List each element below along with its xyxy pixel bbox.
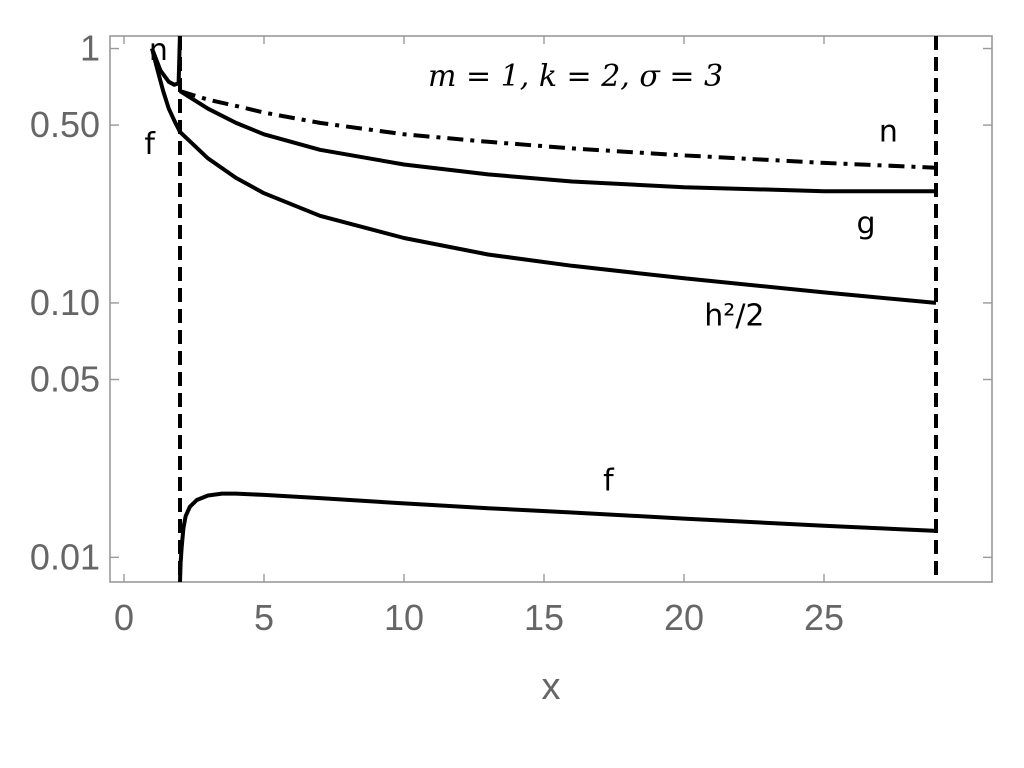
series-group: [150, 36, 937, 582]
x-tick-label: 15: [524, 597, 564, 638]
x-tick-label: 25: [804, 597, 844, 638]
x-axis-title: x: [542, 666, 561, 708]
series-line-1: [150, 48, 182, 133]
x-tick-label: 5: [254, 597, 274, 638]
series-label: n: [879, 115, 898, 150]
series-label: n: [149, 33, 168, 68]
series-line-2: [179, 89, 937, 170]
series-labels: n f n g h²/2 f: [144, 33, 898, 498]
x-axis: 0 5 10 15 20 25: [114, 36, 844, 638]
y-tick-label: 0.50: [30, 104, 100, 145]
x-tick-label: 10: [384, 597, 424, 638]
vertical-reference-lines: [178, 36, 938, 582]
plot-frame: [109, 35, 993, 583]
x-tick-label: 20: [664, 597, 704, 638]
series-label: h²/2: [704, 298, 764, 333]
y-axis: 0.01 0.05 0.10 0.50 1: [30, 28, 992, 577]
annotation: m = 1, k = 2, σ = 3: [428, 59, 723, 94]
y-tick-label: 0.05: [30, 359, 100, 400]
y-tick-label: 0.10: [30, 282, 100, 323]
series-label: f: [603, 463, 615, 498]
series-label: f: [144, 127, 156, 162]
series-line-3: [178, 89, 936, 194]
series-line-5: [178, 491, 937, 582]
series-line-4: [178, 130, 937, 305]
y-tick-label: 0.01: [30, 536, 100, 577]
y-tick-label: 1: [80, 28, 100, 69]
x-tick-label: 0: [114, 597, 134, 638]
series-label: g: [856, 206, 875, 241]
series-line-0: [150, 36, 182, 87]
